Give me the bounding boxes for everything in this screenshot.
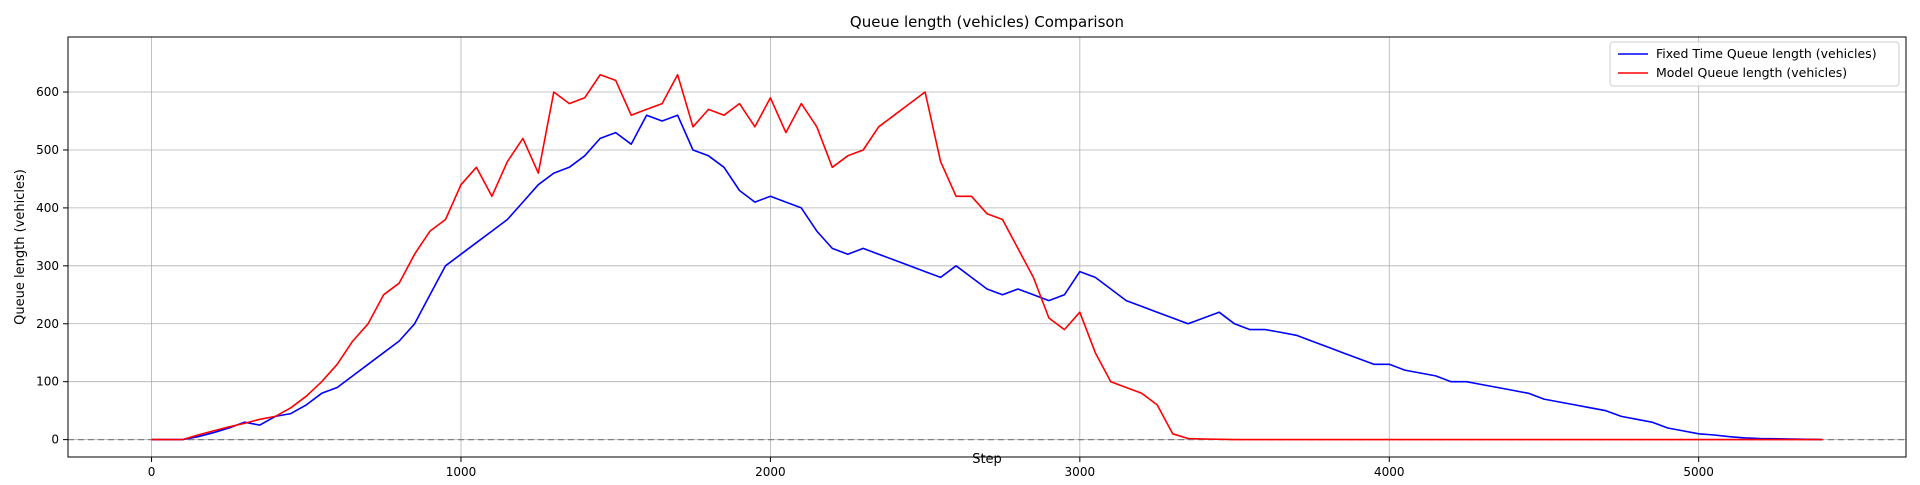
y-axis-label: Queue length (vehicles) (13, 169, 28, 325)
legend-label-fixed-time: Fixed Time Queue length (vehicles) (1656, 46, 1877, 61)
y-tick-label: 400 (36, 201, 59, 215)
chart-title: Queue length (vehicles) Comparison (850, 13, 1124, 31)
x-tick-label: 1000 (446, 465, 477, 479)
x-ticks: 0 1000 2000 3000 4000 5000 (148, 457, 1714, 479)
series-line-model (151, 73, 1823, 441)
x-axis-label: Step (972, 452, 1002, 467)
legend-label-model: Model Queue length (vehicles) (1656, 65, 1847, 80)
x-tick-label: 4000 (1374, 465, 1405, 479)
legend: Fixed Time Queue length (vehicles) Model… (1609, 41, 1900, 87)
y-ticks: 0 100 200 300 400 500 600 (36, 85, 68, 447)
y-tick-label: 100 (36, 375, 59, 389)
x-tick-label: 0 (148, 465, 156, 479)
series-line-fixed-time (151, 114, 1823, 441)
plot-frame (67, 36, 1907, 458)
y-tick-label: 500 (36, 143, 59, 157)
series-layer (151, 73, 1823, 441)
y-tick-label: 200 (36, 317, 59, 331)
x-tick-label: 3000 (1065, 465, 1096, 479)
x-tick-label: 5000 (1683, 465, 1714, 479)
y-tick-label: 0 (51, 433, 59, 447)
x-tick-label: 2000 (755, 465, 786, 479)
y-tick-label: 600 (36, 85, 59, 99)
y-tick-label: 300 (36, 259, 59, 273)
legend-box (1609, 41, 1900, 87)
